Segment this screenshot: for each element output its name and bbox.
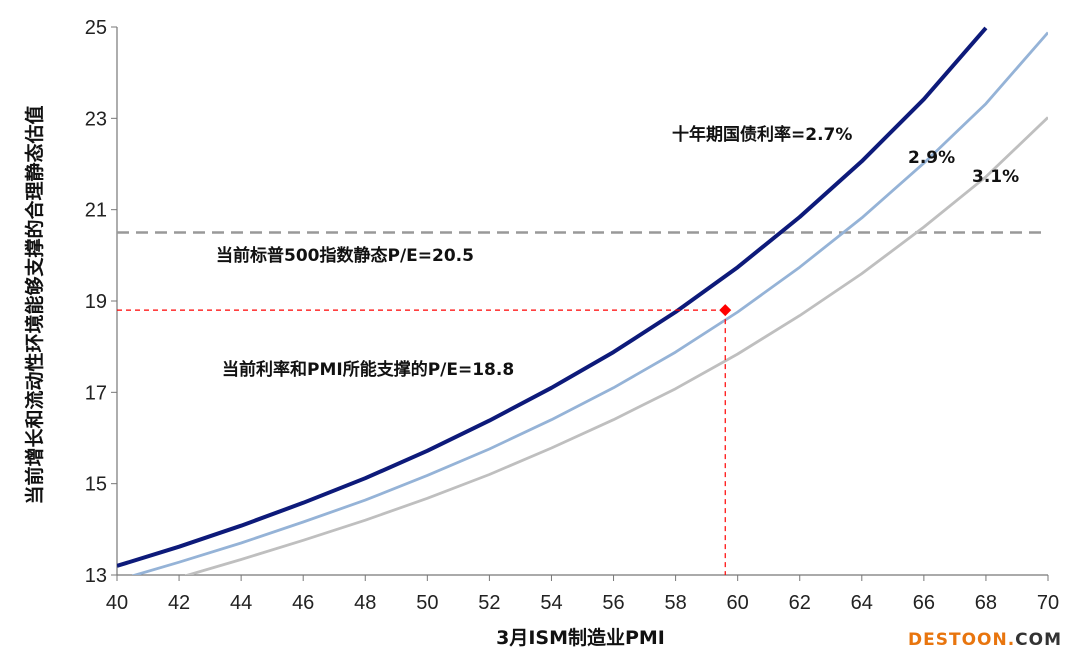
watermark-main: DESTOON xyxy=(908,630,1008,650)
series-line-2-9 xyxy=(132,31,1048,575)
x-tick-label: 66 xyxy=(913,592,935,614)
x-axis-title: 3月ISM制造业PMI xyxy=(496,626,665,649)
y-tick-label: 23 xyxy=(85,108,107,130)
reference-line-label: 当前标普500指数静态P/E=20.5 xyxy=(216,245,474,266)
y-tick-label: 21 xyxy=(85,200,107,222)
marker-layer xyxy=(117,304,732,575)
x-tick-label: 44 xyxy=(230,592,252,614)
x-tick-label: 70 xyxy=(1037,592,1059,614)
axes-layer: 13 15 17 19 21 23 25 40 42 44 46 48 50 52 54 56 58 60 62 64… xyxy=(23,17,1059,649)
x-tick-label: 48 xyxy=(354,592,376,614)
x-tick-label: 50 xyxy=(416,592,438,614)
current-point-marker xyxy=(719,304,732,317)
x-tick-label: 58 xyxy=(664,592,686,614)
y-tick-label: 17 xyxy=(85,382,107,404)
x-tick-label: 42 xyxy=(168,592,190,614)
x-tick-label: 68 xyxy=(975,592,997,614)
current-point-label: 当前利率和PMI所能支撑的P/E=18.8 xyxy=(222,359,514,380)
series-line-3-1 xyxy=(184,116,1048,575)
series-label-2-9: 2.9% xyxy=(908,148,955,168)
x-tick-label: 52 xyxy=(478,592,500,614)
x-tick-label: 56 xyxy=(602,592,624,614)
x-tick-label: 46 xyxy=(292,592,314,614)
y-tick-label: 19 xyxy=(85,291,107,313)
series-label-2-7: 十年期国债利率=2.7% xyxy=(672,124,852,145)
x-tick-label: 60 xyxy=(727,592,749,614)
destoon-watermark: DESTOON.COM xyxy=(908,630,1062,650)
label-layer: 十年期国债利率=2.7% 2.9% 3.1% 当前标普500指数静态P/E=20.5 当… xyxy=(216,124,1019,380)
y-tick-label: 25 xyxy=(85,17,107,39)
x-tick-label: 64 xyxy=(851,592,873,614)
x-tick-label: 54 xyxy=(540,592,562,614)
x-tick-label: 40 xyxy=(106,592,128,614)
series-label-3-1: 3.1% xyxy=(972,167,1019,187)
series-line-2-7 xyxy=(117,26,988,568)
series-layer xyxy=(117,26,1048,575)
watermark-tld: COM xyxy=(1015,630,1063,650)
y-tick-label: 15 xyxy=(85,474,107,496)
y-axis-title: 当前增长和流动性环境能够支撑的合理静态估值 xyxy=(23,105,46,504)
x-tick-label: 62 xyxy=(789,592,811,614)
watermark-dot: . xyxy=(1007,630,1016,650)
y-tick-label: 13 xyxy=(85,565,107,587)
